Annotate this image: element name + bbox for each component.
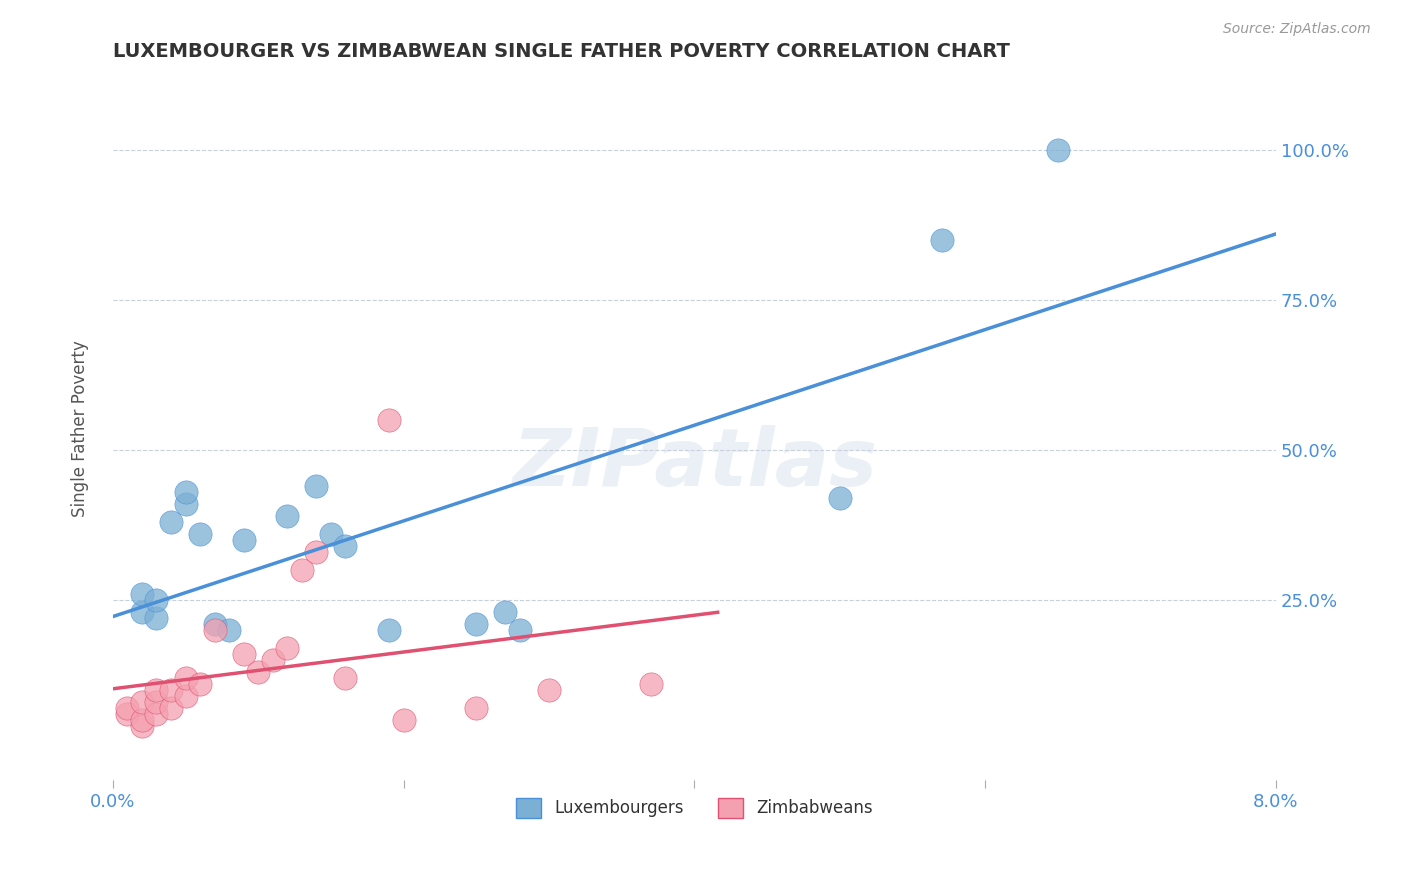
Point: [305, 479, 328, 493]
Point: [392, 713, 415, 727]
Point: [145, 593, 167, 607]
Legend: Luxembourgers, Zimbabweans: Luxembourgers, Zimbabweans: [510, 791, 879, 825]
Point: [537, 683, 560, 698]
Point: [160, 515, 183, 529]
Point: [117, 707, 139, 722]
Text: LUXEMBOURGER VS ZIMBABWEAN SINGLE FATHER POVERTY CORRELATION CHART: LUXEMBOURGER VS ZIMBABWEAN SINGLE FATHER…: [112, 42, 1010, 61]
Point: [188, 527, 211, 541]
Point: [262, 653, 284, 667]
Point: [465, 701, 488, 715]
Point: [131, 587, 153, 601]
Point: [494, 605, 516, 619]
Point: [131, 713, 153, 727]
Point: [305, 545, 328, 559]
Y-axis label: Single Father Poverty: Single Father Poverty: [72, 341, 89, 517]
Point: [640, 677, 662, 691]
Point: [931, 233, 953, 247]
Point: [160, 683, 183, 698]
Point: [1046, 143, 1069, 157]
Point: [131, 605, 153, 619]
Point: [218, 623, 240, 637]
Point: [335, 671, 357, 685]
Point: [319, 527, 342, 541]
Point: [276, 509, 298, 524]
Point: [174, 671, 197, 685]
Point: [117, 701, 139, 715]
Point: [291, 563, 314, 577]
Point: [232, 647, 254, 661]
Point: [174, 690, 197, 704]
Point: [160, 701, 183, 715]
Point: [335, 539, 357, 553]
Point: [174, 497, 197, 511]
Point: [174, 485, 197, 500]
Point: [188, 677, 211, 691]
Point: [378, 623, 401, 637]
Point: [145, 707, 167, 722]
Point: [131, 695, 153, 709]
Point: [232, 533, 254, 547]
Point: [378, 413, 401, 427]
Point: [145, 683, 167, 698]
Point: [276, 641, 298, 656]
Point: [145, 611, 167, 625]
Point: [145, 695, 167, 709]
Point: [131, 719, 153, 733]
Point: [465, 617, 488, 632]
Text: Source: ZipAtlas.com: Source: ZipAtlas.com: [1223, 22, 1371, 37]
Point: [247, 665, 270, 680]
Point: [828, 491, 851, 505]
Point: [509, 623, 531, 637]
Text: ZIPatlas: ZIPatlas: [512, 425, 877, 503]
Point: [204, 623, 226, 637]
Point: [204, 617, 226, 632]
